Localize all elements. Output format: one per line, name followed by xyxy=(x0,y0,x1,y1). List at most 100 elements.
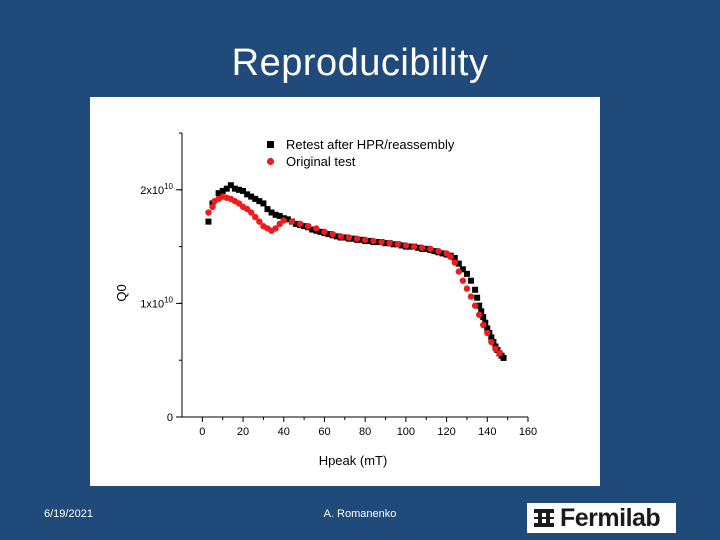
retest-point xyxy=(468,277,475,284)
x-tick-label: 40 xyxy=(278,426,290,438)
x-axis-label: Hpeak (mT) xyxy=(319,453,388,468)
y-tick-label: 0 xyxy=(167,412,173,424)
original-point xyxy=(435,247,442,255)
chart-ticks: 0 20 40 60 80 100 120 140 160 0 1x1010 2x1010 xyxy=(140,132,537,438)
retest-point xyxy=(382,240,389,247)
original-point xyxy=(280,217,287,224)
retest-point xyxy=(415,244,422,251)
retest-point xyxy=(358,236,365,243)
chart-points xyxy=(205,182,507,361)
fermilab-mark-icon xyxy=(534,509,554,527)
retest-point xyxy=(272,211,279,218)
chart-legend: Retest after HPR/reassembly Original test xyxy=(266,137,455,169)
x-tick-label: 120 xyxy=(437,426,455,438)
retest-point xyxy=(439,250,446,257)
retest-point xyxy=(484,325,491,332)
retest-point xyxy=(423,245,430,252)
retest-point xyxy=(374,239,381,246)
legend-square-icon xyxy=(267,141,274,148)
y-tick-label: 1x1010 xyxy=(140,295,173,310)
original-point xyxy=(480,321,487,329)
original-point xyxy=(455,268,462,275)
original-point xyxy=(463,285,471,292)
chart-panel: 0 20 40 60 80 100 120 140 160 0 1x1010 2x1010 Retes… xyxy=(90,97,600,486)
original-point xyxy=(321,228,328,236)
retest-point xyxy=(240,187,247,194)
retest-point xyxy=(349,235,356,242)
original-point xyxy=(252,213,259,221)
original-point xyxy=(496,350,503,357)
original-point xyxy=(475,311,483,318)
retest-point xyxy=(227,182,234,189)
retest-point xyxy=(309,226,316,233)
x-tick-label: 160 xyxy=(519,426,537,438)
chart-axes xyxy=(181,133,528,418)
retest-point xyxy=(248,193,255,200)
x-tick-label: 140 xyxy=(478,426,496,438)
retest-point xyxy=(317,228,324,235)
retest-point xyxy=(284,216,291,223)
original-point xyxy=(361,236,369,243)
retest-point xyxy=(398,242,405,249)
footer-author: A. Romanenko xyxy=(323,508,397,520)
y-axis-label: Q0 xyxy=(114,284,129,301)
retest-point xyxy=(244,191,251,198)
original-point xyxy=(370,237,377,245)
original-point xyxy=(288,218,296,225)
original-point xyxy=(296,220,304,228)
original-point xyxy=(313,225,320,232)
retest-point xyxy=(341,234,348,241)
legend-label: Original test xyxy=(286,154,356,169)
original-point xyxy=(467,293,475,300)
original-point xyxy=(337,233,344,240)
slide-title: Reproducibility xyxy=(231,42,489,84)
original-point xyxy=(447,253,454,261)
original-point xyxy=(418,244,426,251)
original-point xyxy=(205,209,212,216)
retest-point xyxy=(459,266,466,273)
retest-point xyxy=(235,186,242,193)
fermilab-logo-text: Fermilab xyxy=(560,503,661,532)
retest-point xyxy=(390,241,397,248)
retest-point xyxy=(476,302,483,309)
q0-vs-hpeak-chart: 0 20 40 60 80 100 120 140 160 0 1x1010 2x1010 Retes… xyxy=(114,132,537,468)
retest-point xyxy=(480,314,487,321)
legend-label: Retest after HPR/reassembly xyxy=(286,137,455,152)
retest-point xyxy=(231,185,238,192)
original-point xyxy=(386,239,393,247)
original-point xyxy=(471,302,479,309)
retest-point xyxy=(252,195,259,202)
retest-point xyxy=(256,198,263,205)
original-point xyxy=(488,338,495,346)
original-point xyxy=(484,329,491,337)
retest-point xyxy=(333,233,340,240)
retest-point xyxy=(366,237,373,244)
original-point xyxy=(394,241,401,248)
x-tick-label: 0 xyxy=(199,426,205,438)
original-point xyxy=(256,218,263,225)
retest-point xyxy=(268,209,275,216)
retest-point xyxy=(474,294,481,301)
original-point xyxy=(378,238,385,246)
original-point xyxy=(209,203,216,211)
original-point xyxy=(410,243,418,250)
retest-point xyxy=(292,220,299,227)
fermilab-logo: Fermilab xyxy=(527,503,676,533)
original-point xyxy=(329,230,336,238)
retest-point xyxy=(205,218,212,225)
original-series xyxy=(205,193,503,357)
retest-point xyxy=(455,260,462,267)
retest-point xyxy=(463,270,470,277)
retest-point xyxy=(215,190,222,197)
retest-point xyxy=(219,187,226,194)
original-point xyxy=(345,234,353,241)
footer-date: 6/19/2021 xyxy=(44,508,93,520)
retest-point xyxy=(431,248,438,255)
original-point xyxy=(353,235,361,242)
retest-point xyxy=(472,286,479,293)
original-point xyxy=(272,225,279,232)
legend-circle-icon xyxy=(266,157,275,166)
retest-point xyxy=(325,231,332,238)
original-point xyxy=(459,277,467,284)
original-point xyxy=(248,209,255,216)
